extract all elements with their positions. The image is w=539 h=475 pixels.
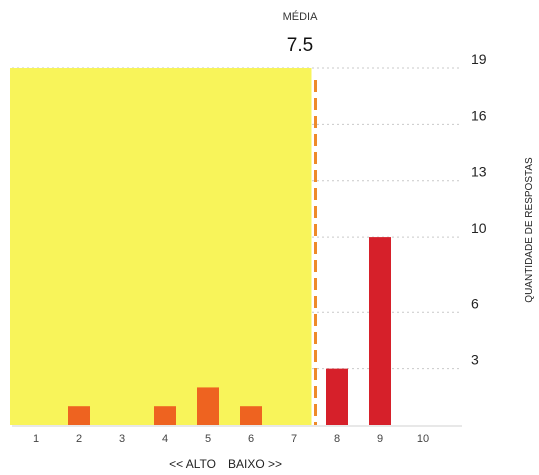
x-tick-label-3: 3 bbox=[119, 433, 125, 445]
x-tick-label-5: 5 bbox=[205, 433, 211, 445]
bar-8 bbox=[326, 368, 348, 425]
bar-2 bbox=[68, 406, 90, 425]
x-tick-label-2: 2 bbox=[76, 433, 82, 445]
y-axis-label: QUANTIDADE DE RESPOSTAS bbox=[524, 157, 535, 303]
x-tick-label-9: 9 bbox=[377, 433, 383, 445]
mean-label: MÉDIA bbox=[283, 10, 319, 23]
x-tick-label-4: 4 bbox=[162, 433, 168, 445]
y-tick-labels: 3 6 10 13 16 19 bbox=[471, 51, 487, 368]
bar-6 bbox=[240, 406, 262, 425]
y-tick-label-19: 19 bbox=[471, 51, 487, 67]
y-tick-label-10: 10 bbox=[471, 220, 487, 236]
mean-value: 7.5 bbox=[287, 35, 313, 56]
x-tick-label-8: 8 bbox=[334, 433, 340, 445]
bar-9 bbox=[369, 237, 391, 425]
bar-5 bbox=[197, 387, 219, 425]
y-tick-label-3: 3 bbox=[471, 352, 479, 368]
x-tick-label-6: 6 bbox=[248, 433, 254, 445]
y-tick-label-6: 6 bbox=[471, 295, 479, 311]
highlight-region bbox=[10, 68, 312, 425]
x-axis-label-right: BAIXO >> bbox=[228, 457, 282, 471]
y-tick-label-16: 16 bbox=[471, 107, 487, 123]
x-tick-label-1: 1 bbox=[33, 433, 39, 445]
bars bbox=[68, 237, 391, 425]
x-axis-label-left: << ALTO bbox=[169, 457, 216, 471]
y-tick-label-13: 13 bbox=[471, 164, 487, 180]
bar-4 bbox=[154, 406, 176, 425]
x-tick-label-7: 7 bbox=[291, 433, 297, 445]
x-tick-labels: 1 2 3 4 5 6 7 8 9 10 bbox=[33, 433, 429, 445]
x-tick-label-10: 10 bbox=[417, 433, 429, 445]
